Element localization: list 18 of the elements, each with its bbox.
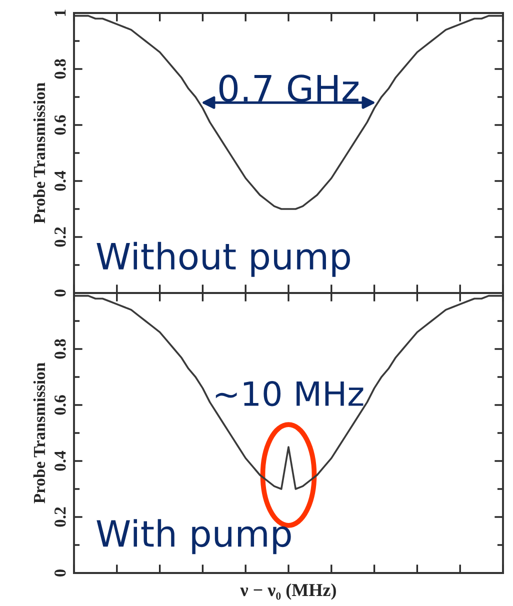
y-tick-label: 0.4	[54, 170, 66, 191]
y-tick-label: 0	[54, 289, 66, 297]
x-axis-title: ν − ν₀ (MHz)	[240, 583, 336, 600]
annotation: ~10 MHz	[216, 381, 364, 406]
y-tick-label: 0.6	[54, 115, 66, 135]
y-axis-title: Probe Transmission	[33, 362, 46, 504]
y-tick-label: 0.2	[54, 507, 66, 527]
y-tick-label: 0.8	[54, 59, 66, 79]
y-tick-label: 0.4	[54, 450, 66, 471]
y-tick-label: 1	[54, 10, 66, 16]
y-tick-label: 0.8	[54, 339, 66, 359]
annotation: Without pump	[96, 242, 350, 277]
y-tick-label: 0.2	[54, 227, 66, 247]
annotation: 0.7 GHz	[219, 74, 358, 102]
y-axis-title: Probe Transmission	[33, 82, 46, 224]
y-tick-label: 0	[54, 569, 66, 577]
y-tick-label: 0.6	[54, 395, 66, 415]
annotation: With pump	[96, 519, 291, 554]
